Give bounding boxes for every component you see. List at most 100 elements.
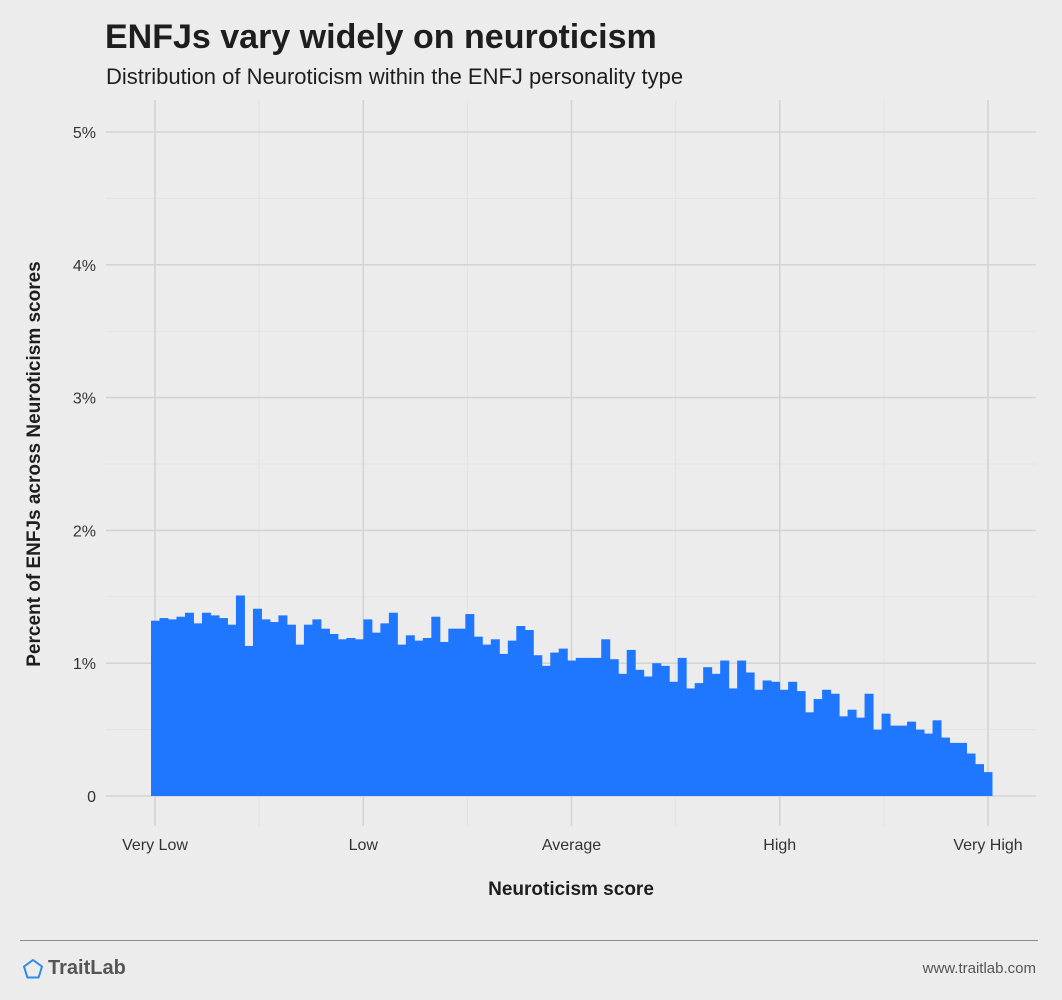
histogram-bar (151, 620, 160, 796)
histogram-bar (601, 639, 611, 796)
histogram-bar (210, 615, 220, 796)
histogram-bar (643, 676, 653, 796)
histogram-bar (924, 733, 934, 796)
histogram-bar (431, 616, 441, 796)
histogram-bar (567, 660, 577, 796)
site-url-link[interactable]: www.traitlab.com (922, 960, 1036, 977)
histogram-bar (881, 713, 891, 796)
pentagon-logo-icon (22, 958, 44, 980)
histogram-bar (575, 657, 585, 796)
histogram-bar (507, 640, 517, 796)
histogram-bar (949, 742, 959, 796)
y-axis-tick-labels: 0 1% 2% 3% 4% 5% (73, 125, 96, 806)
histogram-bar (898, 725, 908, 796)
y-tick-label: 4% (73, 258, 96, 275)
histogram-bar (609, 659, 619, 796)
histogram-bar (363, 619, 373, 796)
histogram-bar (422, 637, 432, 796)
histogram-bar (737, 660, 747, 796)
histogram-bar (176, 616, 186, 796)
histogram-bar (465, 614, 475, 796)
histogram-bar (397, 644, 407, 796)
footer-divider (20, 940, 1038, 941)
histogram-bar (873, 729, 883, 796)
x-tick-label: Very Low (122, 837, 188, 854)
histogram-bar (286, 624, 296, 796)
histogram-bar (414, 640, 424, 796)
histogram-bar (796, 691, 806, 796)
y-axis-title: Percent of ENFJs across Neuroticism scor… (24, 261, 45, 667)
histogram-bar (269, 622, 279, 796)
histogram-bar (762, 680, 772, 796)
histogram-bar (312, 619, 322, 796)
y-tick-label: 2% (73, 523, 96, 540)
histogram-bar (227, 624, 237, 796)
histogram-bar (805, 712, 815, 796)
histogram-chart: 0 1% 2% 3% 4% 5% Very Low Low Average High Very H… (24, 100, 1036, 900)
histogram-bar (703, 667, 713, 796)
y-tick-label: 3% (73, 391, 96, 408)
histogram-bar (592, 657, 602, 796)
traitlab-logo[interactable]: TraitLab (22, 957, 126, 980)
histogram-bar (660, 665, 670, 796)
histogram-bar (771, 681, 781, 796)
x-tick-label: Very High (953, 837, 1022, 854)
histogram-bar (550, 652, 560, 796)
histogram-bar (584, 657, 594, 796)
histogram-bar (728, 688, 738, 796)
histogram-bar (524, 630, 534, 796)
histogram-bar (788, 681, 798, 796)
histogram-bar (184, 612, 194, 796)
chart-subtitle: Distribution of Neuroticism within the E… (106, 64, 684, 89)
histogram-bar (193, 623, 203, 796)
histogram-bar (983, 772, 993, 796)
histogram-bar (932, 720, 942, 796)
histogram-bar (337, 639, 347, 796)
histogram-bar (329, 633, 339, 796)
histogram-bar (847, 709, 857, 796)
histogram-bar (635, 669, 645, 796)
histogram-bar (218, 618, 228, 796)
histogram-bar (907, 721, 917, 796)
histogram-bar (966, 753, 976, 796)
histogram-bar (975, 764, 985, 796)
histogram-bar (380, 623, 390, 796)
histogram-bar (822, 689, 832, 796)
histogram-bar (711, 673, 721, 796)
histogram-bar (235, 595, 245, 796)
histogram-bars (151, 595, 993, 796)
histogram-bar (864, 693, 874, 796)
histogram-bar (856, 717, 866, 796)
y-tick-label: 5% (73, 125, 96, 142)
histogram-bar (558, 648, 568, 796)
histogram-bar (201, 612, 211, 796)
histogram-bar (652, 663, 662, 796)
histogram-bar (745, 672, 755, 796)
histogram-bar (694, 683, 704, 796)
chart-title: ENFJs vary widely on neuroticism (105, 18, 657, 56)
y-tick-label: 1% (73, 656, 96, 673)
histogram-bar (439, 641, 449, 796)
histogram-bar (303, 624, 313, 796)
histogram-bar (448, 628, 458, 796)
histogram-bar (941, 737, 951, 796)
histogram-bar (278, 615, 288, 796)
histogram-bar (839, 716, 849, 796)
x-axis-tick-labels: Very Low Low Average High Very High (122, 837, 1023, 854)
histogram-bar (490, 639, 500, 796)
histogram-bar (482, 644, 492, 796)
histogram-bar (686, 688, 696, 796)
y-tick-label: 0 (87, 789, 96, 806)
x-tick-label: High (763, 837, 796, 854)
histogram-bar (516, 626, 526, 796)
histogram-bar (677, 657, 687, 796)
histogram-bar (371, 632, 381, 796)
histogram-bar (159, 618, 169, 796)
histogram-bar (720, 660, 730, 796)
histogram-bar (346, 637, 356, 796)
histogram-bar (252, 608, 262, 796)
histogram-bar (813, 699, 823, 796)
x-tick-label: Average (542, 837, 601, 854)
x-tick-label: Low (349, 837, 379, 854)
histogram-bar (405, 635, 415, 796)
